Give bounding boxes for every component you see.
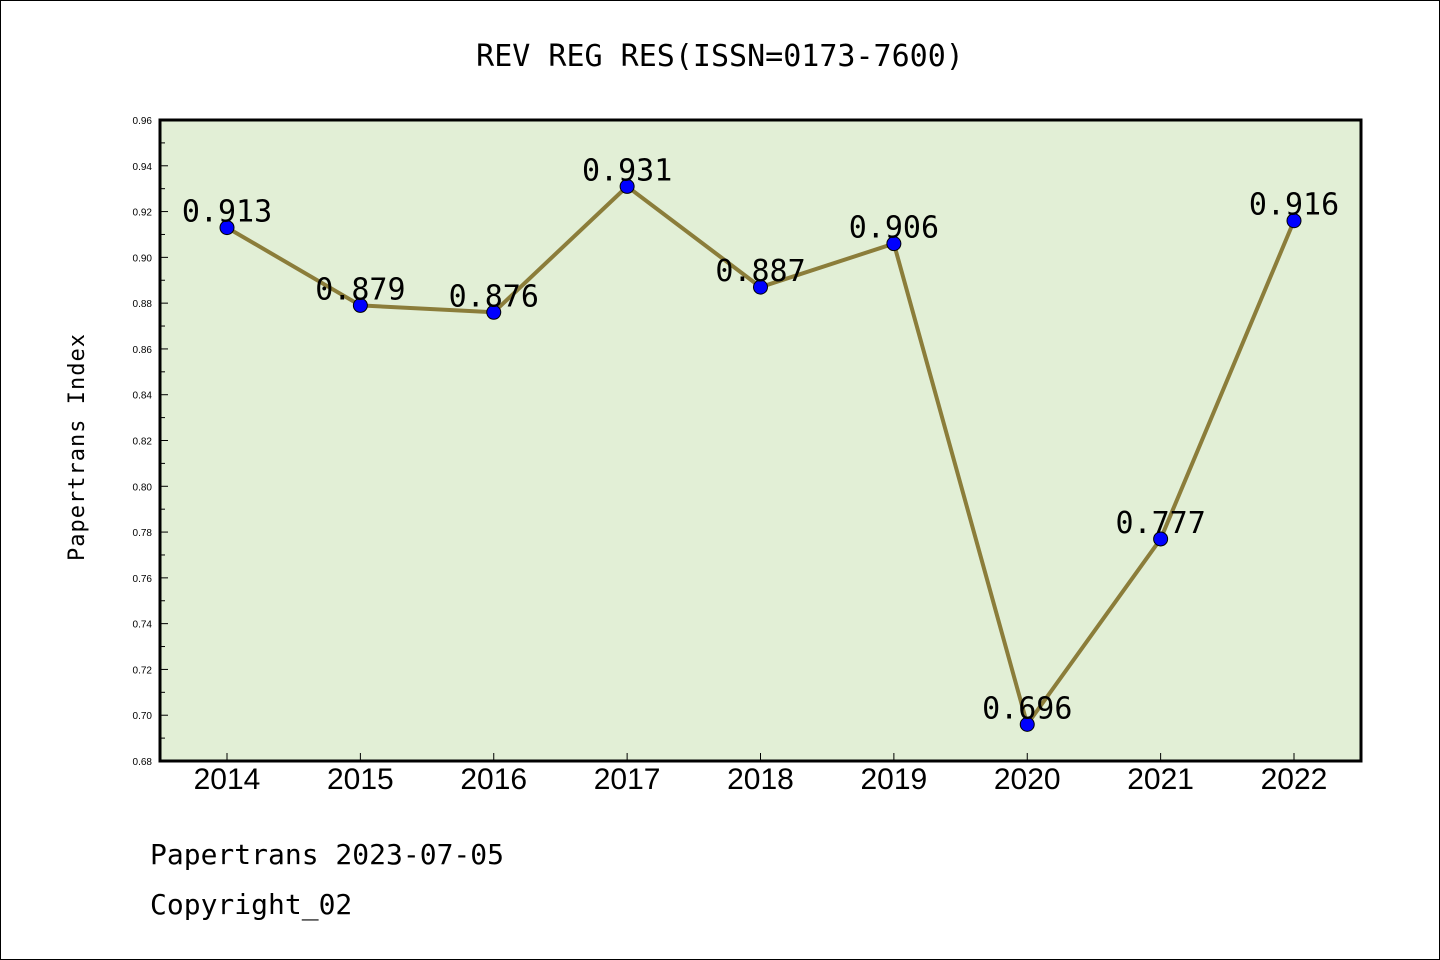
x-tick-label: 2020 [994, 763, 1061, 796]
x-tick-label: 2017 [594, 763, 661, 796]
y-axis: 0.68 0.70 0.72 0.74 0.76 0.78 0.80 0.82 0.84 0.86… [133, 116, 168, 768]
data-label: 0.916 [1249, 188, 1339, 223]
data-points [219, 178, 1302, 732]
y-tick-label: 0.86 [133, 345, 153, 356]
data-point [1286, 213, 1302, 229]
y-tick-label: 0.80 [133, 482, 153, 493]
y-axis-label: Papertrans Index [65, 333, 90, 561]
x-tick-label: 2016 [460, 763, 527, 796]
y-tick-label: 0.70 [133, 711, 153, 722]
y-tick-label: 0.88 [133, 299, 153, 310]
data-point [352, 297, 368, 313]
data-point [753, 279, 768, 295]
data-point [619, 178, 635, 194]
data-point [886, 236, 902, 252]
data-label: 0.696 [982, 691, 1072, 726]
y-tick-label: 0.92 [133, 208, 153, 219]
y-tick-label: 0.68 [133, 757, 153, 768]
x-tick-label: 2021 [1127, 763, 1194, 796]
x-tick-label: 2019 [861, 763, 928, 796]
plot-area [160, 120, 1361, 761]
x-tick-label: 2022 [1261, 763, 1328, 796]
x-tick-label: 2018 [727, 763, 794, 796]
y-tick-label: 0.74 [133, 620, 153, 631]
data-label: 0.876 [449, 279, 539, 314]
data-point [486, 304, 502, 320]
y-tick-label: 0.82 [133, 437, 153, 448]
y-tick-label: 0.78 [133, 528, 153, 539]
data-point [1019, 716, 1035, 732]
y-tick-label: 0.94 [133, 162, 153, 173]
y-tick-label: 0.84 [133, 391, 153, 402]
y-tick-label: 0.96 [133, 116, 153, 127]
x-tick-label: 2015 [327, 763, 394, 796]
y-tick-label: 0.76 [133, 574, 153, 585]
y-tick-label: 0.90 [133, 253, 153, 264]
chart-title: REV REG RES(ISSN=0173-7600) [476, 39, 964, 74]
data-label: 0.906 [849, 211, 939, 246]
x-tick-label: 2014 [194, 763, 261, 796]
data-label: 0.879 [315, 272, 405, 307]
footer-copyright: Copyright_02 [150, 888, 352, 922]
plot-border [158, 118, 1363, 763]
footer-date: Papertrans 2023-07-05 [150, 838, 504, 871]
data-label: 0.887 [715, 254, 805, 289]
data-label: 0.913 [182, 195, 272, 230]
data-label: 0.931 [582, 153, 672, 188]
x-axis: 2014 2015 2016 2017 2018 2019 2020 2021 2022 [194, 753, 1328, 796]
data-label: 0.777 [1115, 506, 1205, 541]
data-labels: 0.913 0.879 0.876 0.931 0.887 0.906 0.696 0.777… [182, 153, 1339, 726]
data-point [1153, 531, 1169, 547]
data-point [219, 220, 235, 236]
y-tick-label: 0.72 [133, 665, 153, 676]
